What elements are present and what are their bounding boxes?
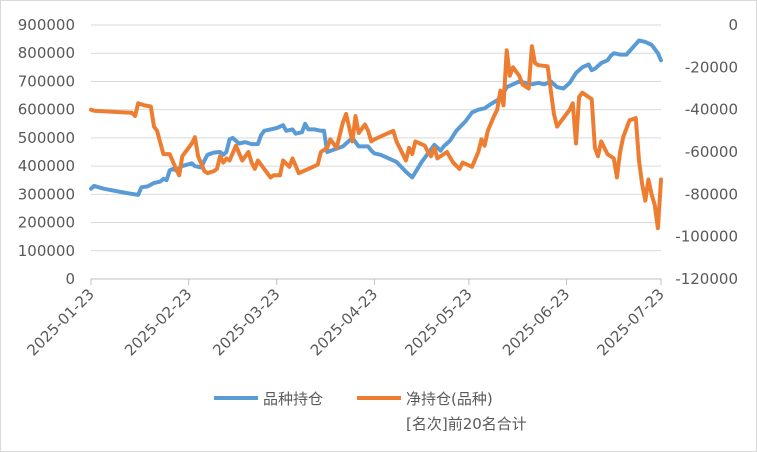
x-axis-tick-label: 2025-06-23 xyxy=(499,285,573,359)
legend-label-holding: 品种持仓 xyxy=(263,390,323,408)
left-axis-tick-label: 800000 xyxy=(18,44,75,62)
x-axis-tick-label: 2025-04-23 xyxy=(307,285,381,359)
right-axis-tick-label: -40000 xyxy=(685,101,738,119)
x-axis-ticks: 2025-01-23 2025-02-23 2025-03-23 2025-04-23… xyxy=(23,279,668,359)
left-axis-tick-label: 100000 xyxy=(18,242,75,260)
x-axis-tick-label: 2025-03-23 xyxy=(209,285,283,359)
left-axis-tick-label: 0 xyxy=(65,270,75,288)
right-axis-ticks: 0 -20000 -40000 -60000 -80000 -100000 -120000 xyxy=(675,16,738,288)
series-layer xyxy=(89,38,663,231)
left-axis-tick-label: 200000 xyxy=(18,214,75,232)
x-axis-tick-label: 2025-01-23 xyxy=(23,285,97,359)
left-axis-tick-label: 400000 xyxy=(18,157,75,175)
right-axis-tick-label: 0 xyxy=(728,16,738,34)
x-axis-tick-label: 2025-02-23 xyxy=(121,285,195,359)
right-axis-tick-label: -100000 xyxy=(675,228,738,246)
legend: 品种持仓 净持仓(品种) [名次]前20名合计 xyxy=(214,390,527,433)
legend-label-net-position-line2: [名次]前20名合计 xyxy=(406,415,527,433)
legend-label-net-position-line1: 净持仓(品种) xyxy=(406,390,493,408)
right-axis-tick-label: -60000 xyxy=(685,143,738,161)
left-axis-tick-label: 600000 xyxy=(18,101,75,119)
left-axis-tick-label: 500000 xyxy=(18,129,75,147)
series-line-holding xyxy=(89,38,663,197)
x-axis-tick-label: 2025-05-23 xyxy=(401,285,475,359)
right-axis-tick-label: -120000 xyxy=(675,270,738,288)
left-axis-tick-label: 900000 xyxy=(18,16,75,34)
right-axis-tick-label: -80000 xyxy=(685,185,738,203)
x-axis-tick-label: 2025-07-23 xyxy=(593,285,667,359)
right-axis-tick-label: -20000 xyxy=(685,58,738,76)
left-axis-tick-label: 700000 xyxy=(18,72,75,90)
left-axis-ticks: 0 100000 200000 300000 400000 500000 600000 700… xyxy=(18,16,75,288)
left-axis-tick-label: 300000 xyxy=(18,185,75,203)
series-line-net-position xyxy=(89,44,663,231)
